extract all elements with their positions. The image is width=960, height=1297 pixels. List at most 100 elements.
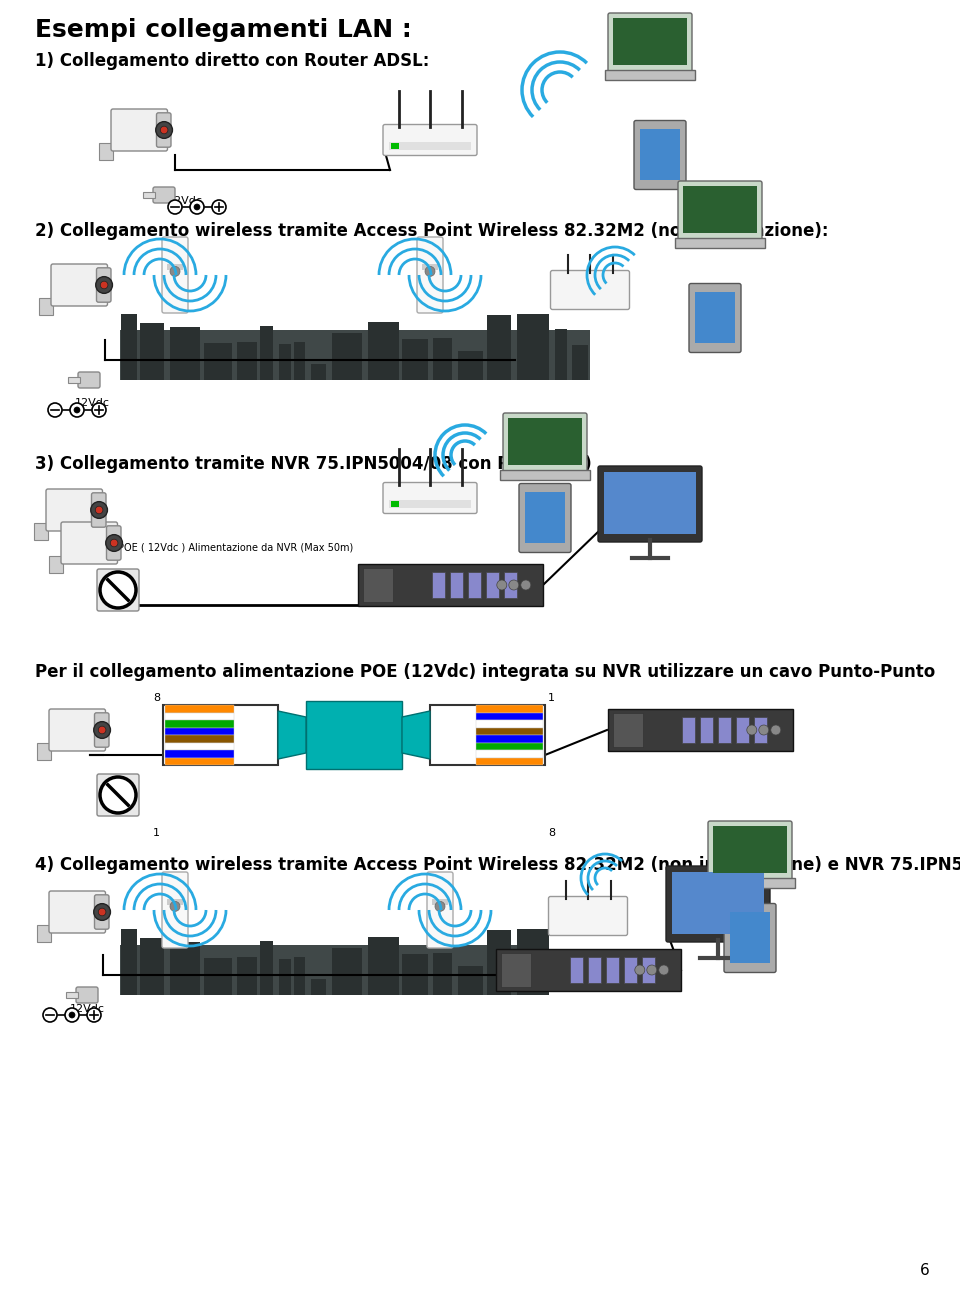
- Circle shape: [48, 403, 62, 418]
- Circle shape: [98, 908, 106, 916]
- Bar: [458, 966, 483, 995]
- Text: 3) Collegamento tramite NVR 75.IPN5004/08 con POE (12V): 3) Collegamento tramite NVR 75.IPN5004/0…: [35, 455, 591, 473]
- Circle shape: [647, 965, 657, 975]
- Bar: [735, 717, 749, 743]
- Bar: [682, 717, 694, 743]
- Text: Per il collegamento alimentazione POE (12Vdc) integrata su NVR utilizzare un cav: Per il collegamento alimentazione POE (1…: [35, 663, 935, 681]
- FancyBboxPatch shape: [598, 466, 702, 542]
- FancyBboxPatch shape: [94, 713, 109, 747]
- Circle shape: [635, 965, 645, 975]
- FancyBboxPatch shape: [51, 265, 108, 306]
- Circle shape: [212, 200, 226, 214]
- FancyBboxPatch shape: [548, 896, 628, 935]
- Circle shape: [74, 407, 80, 412]
- Bar: [49, 556, 63, 573]
- Bar: [39, 298, 53, 315]
- Bar: [700, 717, 712, 743]
- FancyBboxPatch shape: [97, 774, 139, 816]
- Text: 12Vdc: 12Vdc: [168, 196, 203, 206]
- FancyBboxPatch shape: [78, 372, 100, 388]
- Circle shape: [520, 580, 531, 590]
- Bar: [623, 957, 636, 983]
- Circle shape: [94, 721, 110, 738]
- Circle shape: [65, 1008, 79, 1022]
- Bar: [683, 185, 757, 233]
- Bar: [517, 314, 549, 380]
- Bar: [204, 342, 232, 380]
- Circle shape: [87, 1008, 101, 1022]
- Bar: [140, 323, 164, 380]
- FancyBboxPatch shape: [97, 569, 139, 611]
- Bar: [391, 501, 399, 507]
- Bar: [120, 329, 590, 380]
- Circle shape: [98, 726, 106, 734]
- FancyBboxPatch shape: [427, 872, 453, 948]
- FancyBboxPatch shape: [689, 284, 741, 353]
- Bar: [458, 351, 483, 380]
- Bar: [368, 936, 399, 995]
- Bar: [165, 720, 234, 728]
- Bar: [391, 143, 399, 149]
- Bar: [672, 872, 764, 934]
- Bar: [572, 345, 588, 380]
- Bar: [279, 344, 291, 380]
- Text: 4) Collegamento wireless tramite Access Point Wireless 82.32M2 (non in dotazione: 4) Collegamento wireless tramite Access …: [35, 856, 960, 874]
- Text: 1: 1: [548, 693, 555, 703]
- Bar: [640, 128, 680, 179]
- Bar: [468, 572, 481, 598]
- Circle shape: [425, 266, 435, 276]
- Bar: [605, 70, 695, 80]
- Circle shape: [758, 725, 769, 735]
- Bar: [487, 315, 511, 380]
- Bar: [555, 329, 567, 380]
- Bar: [99, 143, 113, 161]
- Bar: [431, 572, 444, 598]
- FancyBboxPatch shape: [383, 125, 477, 156]
- Bar: [237, 342, 257, 380]
- Circle shape: [100, 281, 108, 289]
- Text: 8: 8: [548, 827, 555, 838]
- FancyBboxPatch shape: [550, 271, 630, 310]
- Bar: [754, 717, 766, 743]
- Bar: [389, 143, 471, 150]
- Bar: [167, 899, 183, 905]
- Bar: [165, 728, 234, 735]
- Circle shape: [435, 901, 445, 912]
- Bar: [332, 948, 362, 995]
- Bar: [121, 929, 137, 995]
- Circle shape: [771, 725, 780, 735]
- Circle shape: [160, 126, 168, 134]
- Bar: [165, 750, 234, 757]
- Bar: [120, 946, 540, 995]
- Bar: [66, 992, 78, 997]
- Text: Esempi collegamenti LAN :: Esempi collegamenti LAN :: [35, 18, 412, 42]
- Circle shape: [156, 122, 173, 139]
- Bar: [167, 265, 183, 270]
- Bar: [476, 757, 542, 765]
- Circle shape: [96, 276, 112, 293]
- Bar: [402, 339, 428, 380]
- Bar: [500, 953, 531, 987]
- FancyBboxPatch shape: [608, 13, 692, 73]
- Circle shape: [94, 904, 110, 921]
- Bar: [730, 912, 770, 962]
- Bar: [68, 377, 80, 383]
- Circle shape: [92, 403, 106, 418]
- Bar: [487, 930, 511, 995]
- Text: 2) Collegamento wireless tramite Access Point Wireless 82.32M2 (non in dotazione: 2) Collegamento wireless tramite Access …: [35, 222, 828, 240]
- Circle shape: [497, 580, 507, 590]
- Bar: [402, 955, 428, 995]
- Bar: [389, 501, 471, 508]
- Bar: [279, 958, 291, 995]
- Circle shape: [43, 1008, 57, 1022]
- Bar: [37, 925, 51, 943]
- FancyBboxPatch shape: [61, 521, 117, 564]
- Circle shape: [106, 534, 123, 551]
- Bar: [140, 938, 164, 995]
- Bar: [612, 713, 642, 747]
- Bar: [588, 957, 601, 983]
- Bar: [613, 18, 687, 65]
- Circle shape: [194, 204, 200, 210]
- FancyBboxPatch shape: [417, 237, 443, 313]
- Circle shape: [70, 403, 84, 418]
